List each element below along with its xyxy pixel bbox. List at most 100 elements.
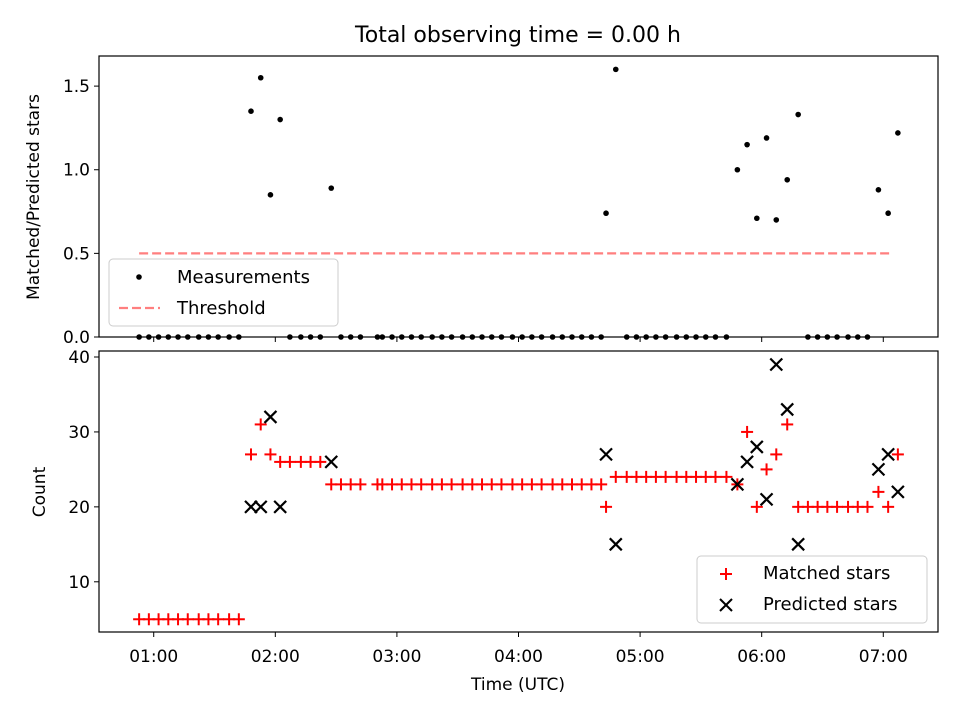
x-tick-label: 02:00 (251, 647, 300, 667)
predicted-star-point (891, 485, 905, 499)
predicted-star-point (273, 500, 287, 514)
matched-star-point (720, 470, 733, 483)
bottom-marks (133, 357, 905, 626)
matched-star-point (872, 485, 885, 498)
matched-star-point (264, 448, 277, 461)
predicted-star-point (244, 500, 258, 514)
x-tick-label: 07:00 (859, 647, 908, 667)
predicted-star-point (750, 440, 764, 454)
y-tick-label: 40 (68, 348, 90, 368)
matched-star-point (709, 470, 722, 483)
predicted-star-point (780, 402, 795, 417)
measurement-point (885, 210, 891, 217)
measurement-point (257, 74, 264, 81)
measurement-point (773, 217, 780, 223)
measurement-point (895, 130, 901, 136)
matched-star-point (212, 613, 225, 626)
matched-star-point (314, 455, 327, 468)
matched-star-point (495, 478, 508, 491)
measurement-point (267, 192, 274, 198)
top-legend: Measurements Threshold (108, 258, 339, 327)
matched-star-point (760, 463, 773, 476)
matched-star-point (595, 478, 608, 491)
predicted-star-point (599, 447, 613, 462)
matched-star-point (831, 500, 844, 513)
matched-star-point (770, 448, 783, 461)
x-tick-label: 03:00 (372, 647, 421, 667)
predicted-star-point (730, 477, 745, 492)
matched-star-point (445, 478, 458, 491)
top-axes-frame (98, 55, 939, 338)
bottom-legend: Matched stars Predicted stars (696, 555, 928, 624)
matched-star-point (244, 448, 257, 461)
measurement-point (603, 210, 609, 217)
y-tick-label: 1.0 (63, 161, 90, 181)
measurement-point (248, 108, 254, 114)
x-tick-label: 04:00 (494, 647, 543, 667)
legend-measurements-label: Measurements (177, 267, 310, 288)
legend-matched-marker (720, 568, 732, 580)
y-tick-label: 0.5 (63, 244, 90, 264)
predicted-star-point (608, 537, 623, 552)
matched-star-point (891, 448, 904, 461)
legend-matched-label: Matched stars (763, 563, 890, 584)
x-tick-label: 01:00 (129, 647, 178, 667)
predicted-star-point (740, 455, 754, 469)
matched-star-point (882, 500, 895, 513)
measurement-point (784, 176, 791, 183)
top-panel: 0.0 0.5 1.0 1.5 Matched/Predicted stars Mea… (24, 55, 939, 348)
matched-star-point (354, 478, 367, 491)
y-tick-label: 20 (68, 498, 90, 518)
bottom-x-ticks: 01:00 02:00 03:00 04:00 05:00 06:00 07:00 (129, 632, 908, 667)
y-tick-label: 10 (68, 573, 90, 593)
measurement-point (875, 187, 882, 193)
matched-star-point (415, 478, 428, 491)
legend-measurements-marker (136, 274, 142, 280)
predicted-star-point (759, 492, 774, 507)
predicted-star-point (324, 455, 339, 469)
matched-star-point (600, 500, 613, 513)
matched-star-point (741, 425, 754, 438)
matched-star-point (232, 613, 245, 626)
predicted-star-point (769, 357, 784, 372)
matched-star-point (781, 418, 794, 431)
x-tick-label: 06:00 (737, 647, 786, 667)
matched-star-point (659, 470, 672, 483)
bottom-legend-box (696, 555, 928, 624)
measurement-point (734, 166, 741, 173)
y-tick-label: 0.0 (63, 328, 90, 348)
predicted-star-point (871, 462, 886, 477)
predicted-star-point (253, 500, 268, 514)
y-tick-label: 1.5 (63, 77, 90, 97)
top-legend-box (108, 258, 339, 327)
bottom-y-ticks: 10 20 30 40 (68, 348, 99, 593)
matched-star-point (609, 470, 622, 483)
bottom-y-axis-label: Count (30, 466, 50, 517)
bottom-axes-frame (98, 350, 939, 633)
measurement-point (277, 116, 283, 123)
measurement-point (763, 135, 770, 141)
measurement-point (744, 141, 750, 148)
matched-star-point (535, 478, 548, 491)
measurement-point (328, 185, 335, 191)
top-x-ticks (153, 337, 884, 342)
measurement-point (612, 66, 619, 73)
y-tick-label: 30 (68, 423, 90, 443)
top-y-ticks: 0.0 0.5 1.0 1.5 (63, 77, 99, 348)
predicted-star-point (263, 410, 278, 424)
matched-star-point (750, 500, 763, 513)
matched-star-point (254, 418, 267, 431)
matched-star-point (283, 455, 296, 468)
legend-predicted-label: Predicted stars (763, 594, 897, 615)
matched-star-point (861, 500, 874, 513)
legend-predicted-marker (719, 598, 733, 612)
predicted-star-point (791, 537, 805, 552)
measurement-point (795, 111, 801, 118)
x-tick-label: 05:00 (616, 647, 665, 667)
measurement-point (754, 215, 760, 222)
top-y-axis-label: Matched/Predicted stars (24, 94, 44, 300)
matched-star-point (181, 613, 194, 626)
predicted-star-point (881, 447, 895, 462)
